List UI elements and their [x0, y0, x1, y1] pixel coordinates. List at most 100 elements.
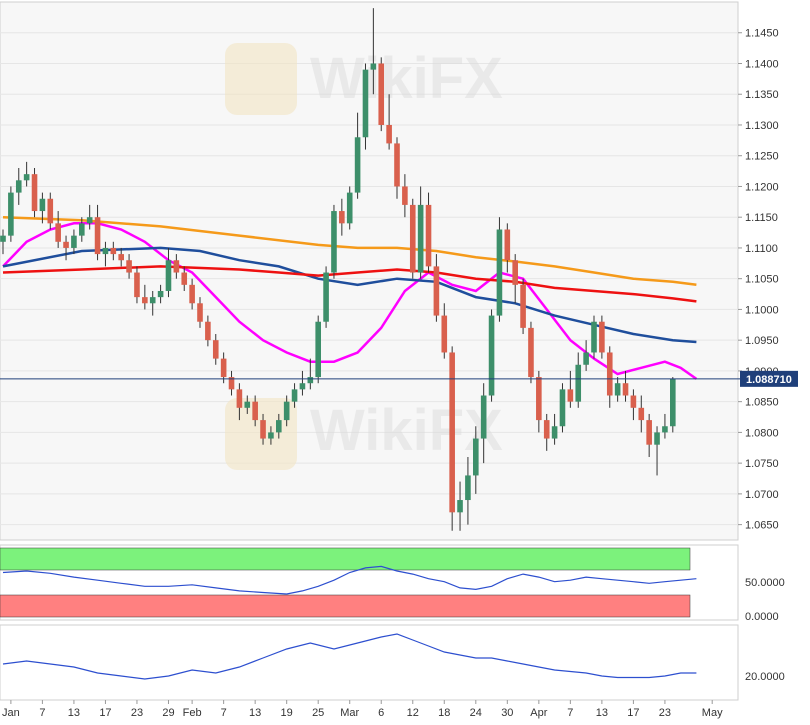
candle-body-up: [670, 378, 676, 427]
candle-body-up: [323, 272, 329, 322]
x-tick-label: 7: [567, 707, 573, 719]
candle-body-up: [331, 211, 337, 273]
y-tick-label: 1.1200: [745, 181, 779, 193]
y-tick-label: 1.0950: [745, 335, 779, 347]
x-tick-label: Apr: [530, 707, 547, 719]
oscillator-1-tick-0: 0.0000: [745, 611, 779, 623]
x-tick-label: 19: [281, 707, 293, 719]
candle: [94, 204, 101, 261]
candle: [189, 278, 195, 310]
candle-body-up: [417, 204, 424, 273]
candle-body-up: [583, 352, 589, 365]
y-tick-label: 1.1350: [745, 89, 779, 101]
candle: [307, 358, 314, 390]
candle: [504, 223, 511, 273]
candle: [339, 198, 345, 236]
candle-body-up: [291, 389, 298, 402]
oscillator-1-line: [2, 565, 697, 595]
candle: [31, 168, 38, 218]
watermark-logo-top: [225, 43, 297, 115]
oscillator-2: [2, 633, 697, 680]
candle-body-down: [606, 352, 613, 396]
candle-body-down: [520, 284, 526, 328]
x-tick-label: Mar: [340, 707, 359, 719]
y-tick-label: 1.1000: [745, 304, 779, 316]
candle-body-down: [512, 260, 518, 285]
candle: [0, 229, 6, 255]
x-tick-label: 13: [68, 707, 80, 719]
watermark-middle: WikiFX: [225, 398, 503, 470]
candle-body-up: [370, 63, 377, 70]
candle: [457, 481, 463, 531]
candle: [126, 254, 132, 279]
y-tick-label: 1.1250: [745, 151, 779, 163]
candle-body-up: [362, 69, 369, 138]
candle: [71, 229, 77, 255]
candle: [386, 94, 392, 150]
candle: [425, 192, 432, 273]
candle: [79, 217, 85, 242]
main-grid: [0, 32, 738, 526]
candle-body-up: [8, 192, 14, 236]
candle: [551, 413, 558, 445]
candle-body-down: [386, 124, 392, 144]
candle-body-down: [181, 272, 188, 285]
watermark-text-top: WikiFX: [310, 46, 503, 111]
candle-body-down: [236, 389, 243, 408]
candle: [528, 321, 534, 384]
candle-body-up: [307, 377, 314, 384]
candle: [480, 383, 487, 464]
candle-body-down: [260, 420, 266, 439]
candle: [197, 297, 203, 328]
candle: [512, 254, 518, 304]
candle: [173, 254, 180, 279]
candle-body-down: [142, 297, 148, 304]
candle-body-up: [496, 229, 503, 316]
y-tick-label: 1.1450: [745, 28, 779, 40]
candle: [370, 8, 377, 95]
y-tick-label: 1.0850: [745, 397, 779, 409]
candle-body-up: [559, 389, 566, 427]
candle: [662, 413, 668, 439]
y-tick-label: 1.1300: [745, 120, 779, 132]
candle: [670, 377, 676, 433]
candle-body-up: [662, 426, 668, 433]
watermark-text-middle: WikiFX: [310, 398, 503, 463]
candle: [15, 168, 22, 205]
candle-body-down: [504, 229, 511, 261]
x-tick-label: 13: [596, 707, 608, 719]
candle: [142, 284, 148, 310]
candle: [181, 266, 188, 291]
y-tick-label: 1.1400: [745, 58, 779, 70]
last-price-label: 1.088710: [746, 374, 792, 386]
oscillator-1: [2, 565, 697, 595]
candle-body-down: [394, 143, 400, 187]
candle: [244, 395, 251, 414]
candle: [496, 217, 503, 322]
candle: [630, 389, 637, 421]
candle: [8, 186, 14, 242]
candle-body-down: [449, 352, 455, 513]
candle: [39, 192, 46, 224]
candle-body-up: [79, 223, 85, 236]
candle-body-down: [47, 198, 54, 224]
candle: [291, 383, 298, 408]
candle-body-up: [39, 198, 46, 212]
candle-body-down: [252, 401, 258, 421]
candle: [276, 413, 282, 439]
candle: [362, 63, 369, 150]
candle: [86, 204, 93, 230]
candle: [614, 377, 621, 402]
candle-body-down: [134, 272, 140, 298]
candle-body-up: [488, 315, 495, 396]
candle: [134, 266, 140, 304]
candle-body-down: [31, 174, 38, 212]
candle-body-up: [149, 297, 156, 304]
candle-body-up: [0, 235, 6, 242]
moving-average-line-3: [2, 265, 697, 303]
candle-body-up: [244, 401, 251, 408]
moving-average-line-4: [2, 215, 697, 287]
candle: [622, 370, 629, 402]
candle-body-down: [339, 211, 345, 224]
